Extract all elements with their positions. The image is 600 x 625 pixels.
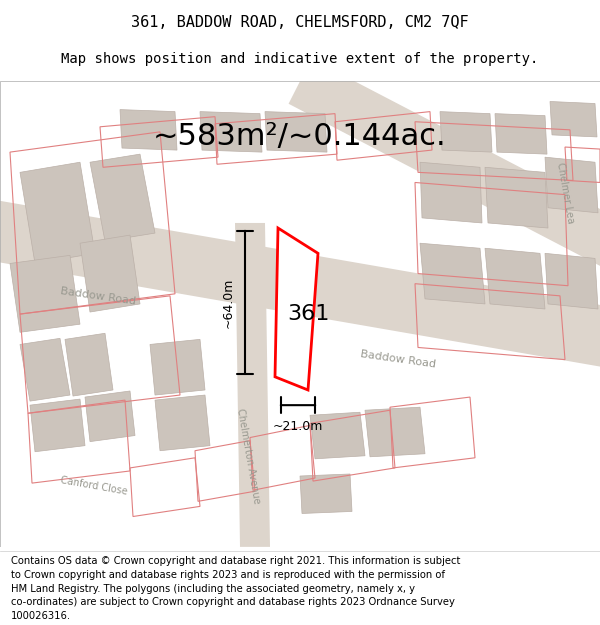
Polygon shape bbox=[90, 154, 155, 241]
Polygon shape bbox=[289, 59, 600, 286]
Polygon shape bbox=[85, 391, 135, 442]
Text: Baddow Road: Baddow Road bbox=[60, 286, 137, 306]
Polygon shape bbox=[200, 112, 262, 152]
Polygon shape bbox=[495, 114, 547, 154]
Polygon shape bbox=[20, 162, 95, 264]
Text: Chelmerton Avenue: Chelmerton Avenue bbox=[235, 408, 262, 504]
Text: to Crown copyright and database rights 2023 and is reproduced with the permissio: to Crown copyright and database rights 2… bbox=[11, 570, 445, 580]
Text: ~583m²/~0.144ac.: ~583m²/~0.144ac. bbox=[153, 122, 447, 151]
Polygon shape bbox=[365, 408, 425, 457]
Polygon shape bbox=[545, 253, 598, 309]
Polygon shape bbox=[440, 112, 492, 152]
Polygon shape bbox=[420, 243, 485, 304]
Text: Baddow Road: Baddow Road bbox=[360, 349, 437, 370]
Text: ~21.0m: ~21.0m bbox=[273, 421, 323, 433]
Text: Contains OS data © Crown copyright and database right 2021. This information is : Contains OS data © Crown copyright and d… bbox=[11, 556, 460, 566]
Text: 361, BADDOW ROAD, CHELMSFORD, CM2 7QF: 361, BADDOW ROAD, CHELMSFORD, CM2 7QF bbox=[131, 15, 469, 30]
Text: ~64.0m: ~64.0m bbox=[222, 278, 235, 328]
Polygon shape bbox=[545, 157, 598, 213]
Polygon shape bbox=[485, 168, 548, 228]
Polygon shape bbox=[310, 412, 365, 459]
Text: Canford Close: Canford Close bbox=[60, 476, 128, 497]
Polygon shape bbox=[0, 193, 600, 374]
Polygon shape bbox=[20, 338, 70, 401]
Polygon shape bbox=[80, 235, 140, 312]
Polygon shape bbox=[485, 248, 545, 309]
Polygon shape bbox=[155, 395, 210, 451]
Polygon shape bbox=[235, 223, 270, 547]
Polygon shape bbox=[150, 339, 205, 395]
Polygon shape bbox=[265, 112, 327, 152]
Polygon shape bbox=[420, 162, 482, 223]
Polygon shape bbox=[550, 101, 597, 137]
Text: co-ordinates) are subject to Crown copyright and database rights 2023 Ordnance S: co-ordinates) are subject to Crown copyr… bbox=[11, 598, 455, 608]
Polygon shape bbox=[65, 333, 113, 396]
Polygon shape bbox=[275, 228, 318, 390]
Polygon shape bbox=[300, 474, 352, 514]
Text: 361: 361 bbox=[287, 304, 329, 324]
Text: Map shows position and indicative extent of the property.: Map shows position and indicative extent… bbox=[61, 51, 539, 66]
Polygon shape bbox=[10, 256, 80, 332]
Polygon shape bbox=[120, 109, 177, 150]
Text: 100026316.: 100026316. bbox=[11, 611, 71, 621]
Text: Chelmer Lea: Chelmer Lea bbox=[555, 161, 575, 224]
Text: HM Land Registry. The polygons (including the associated geometry, namely x, y: HM Land Registry. The polygons (includin… bbox=[11, 584, 415, 594]
Polygon shape bbox=[30, 399, 85, 452]
